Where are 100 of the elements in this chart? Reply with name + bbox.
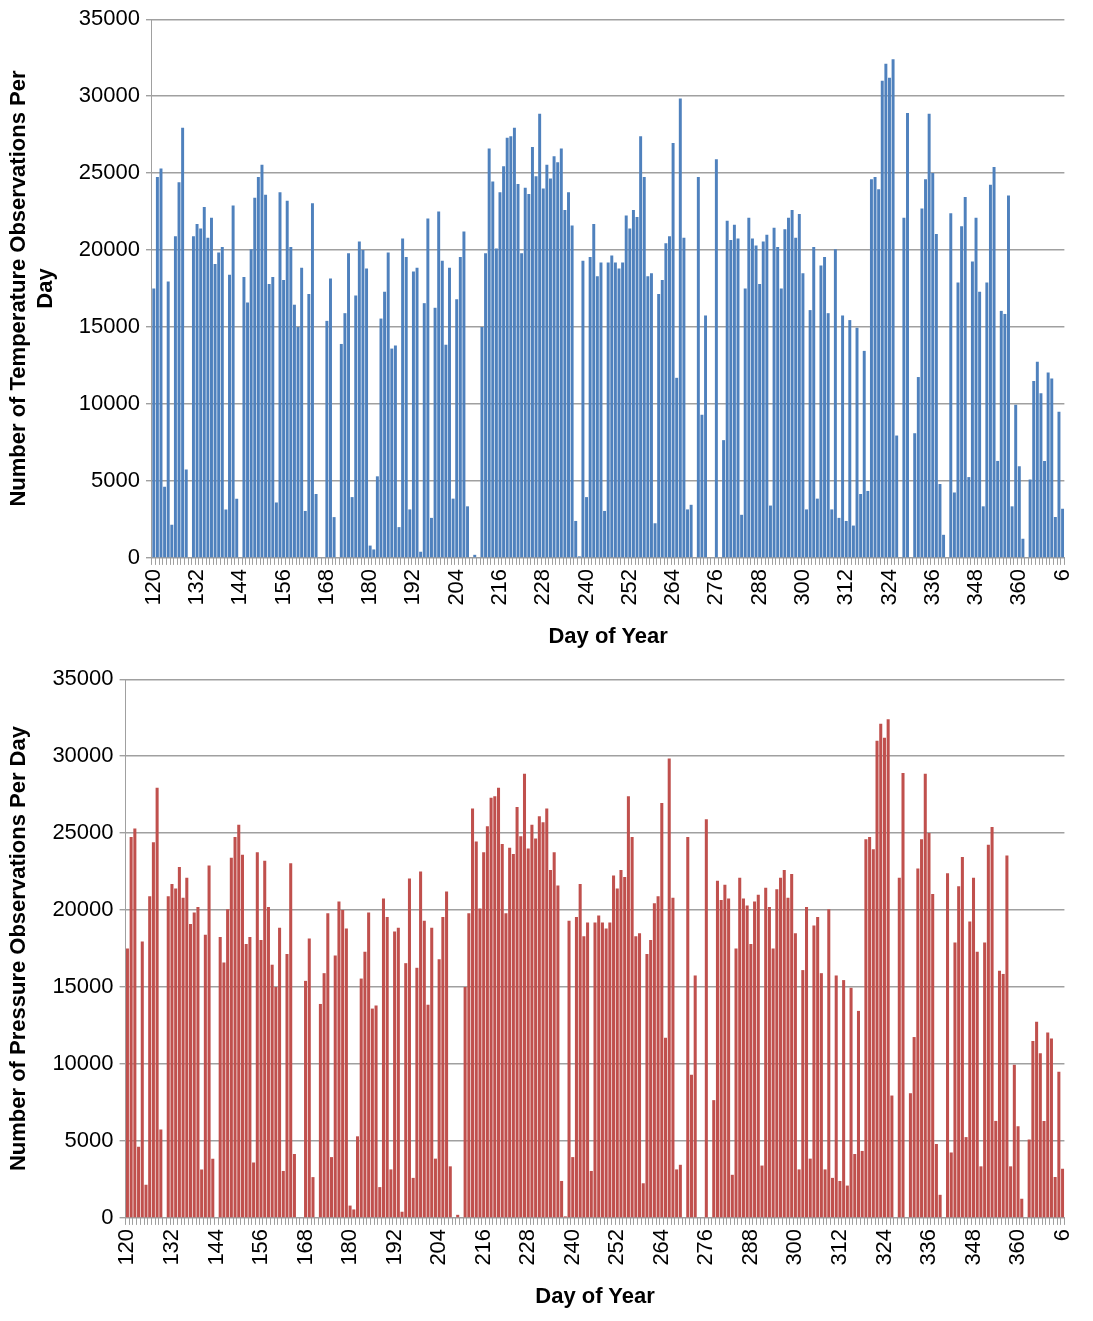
bar (581, 260, 585, 558)
bar (393, 931, 397, 1218)
bar (841, 315, 845, 558)
bar (1005, 855, 1009, 1218)
bar (487, 148, 491, 558)
y-tick-label: 35000 (52, 665, 114, 691)
x-axis-title: Day of Year (535, 1282, 656, 1308)
bar (307, 938, 311, 1218)
x-tick-label: 156 (247, 1228, 273, 1266)
y-axis-title: Number of Pressure Observations Per Day (5, 725, 31, 1172)
bar (263, 860, 267, 1218)
bar (538, 113, 542, 558)
bar (1035, 1021, 1039, 1218)
bar (992, 166, 996, 558)
bar (599, 262, 603, 558)
bar (1046, 372, 1050, 558)
y-tick-label: 25000 (78, 159, 140, 185)
bar (927, 113, 931, 558)
bar (610, 255, 614, 558)
bar (326, 913, 330, 1218)
bar (248, 937, 252, 1218)
x-tick-label: 6 (1048, 1228, 1074, 1242)
bar (471, 808, 475, 1218)
bar (426, 218, 430, 558)
x-tick-label: 216 (469, 1228, 495, 1266)
x-tick-label: 324 (875, 568, 901, 606)
bar (411, 271, 415, 558)
bar (862, 350, 866, 558)
x-tick-label: 276 (702, 568, 728, 606)
bar (884, 63, 888, 558)
y-tick-label: 0 (101, 1203, 114, 1229)
bar (923, 773, 927, 1218)
bar (522, 773, 527, 1218)
bar (530, 824, 534, 1218)
x-tick-label: 216 (486, 568, 512, 606)
y-tick-label: 10000 (78, 390, 140, 416)
x-tick-label: 336 (918, 568, 944, 606)
bar (367, 912, 371, 1218)
bar (639, 136, 643, 558)
bar (974, 217, 978, 558)
y-tick-label: 10000 (52, 1050, 114, 1076)
bar (552, 156, 556, 558)
bar (764, 887, 768, 1218)
bar (772, 227, 776, 558)
bar (505, 137, 509, 558)
bar (218, 937, 222, 1218)
y-tick-label: 0 (127, 543, 140, 569)
bar (185, 877, 189, 1218)
bar (886, 719, 890, 1218)
bar (1057, 1071, 1061, 1218)
bar (545, 808, 549, 1218)
bar (329, 278, 332, 558)
bar (386, 252, 390, 558)
x-tick-label: 6 (1048, 568, 1074, 582)
bar (999, 310, 1003, 558)
x-tick-label: 192 (380, 1228, 406, 1266)
x-tick-label: 348 (959, 1228, 985, 1266)
bar (1007, 195, 1010, 558)
bar (868, 836, 872, 1218)
bar (347, 253, 350, 558)
x-tick-label: 288 (745, 568, 771, 606)
bar (869, 179, 873, 558)
bar (202, 206, 206, 558)
bar (559, 148, 563, 558)
x-tick-label: 252 (615, 568, 641, 606)
bar (597, 915, 601, 1218)
bar (765, 234, 769, 558)
bar (790, 210, 794, 558)
bar (873, 176, 877, 558)
bar (827, 909, 831, 1218)
bar (823, 257, 827, 558)
x-tick-label: 192 (399, 568, 425, 606)
bar (704, 315, 708, 558)
bar (289, 863, 293, 1218)
bar (357, 241, 361, 558)
bar (195, 223, 199, 558)
y-tick-label: 15000 (52, 973, 114, 999)
x-tick-label: 204 (425, 1228, 451, 1266)
x-tick-label: 240 (572, 568, 598, 606)
bar (515, 806, 519, 1218)
bar (530, 146, 534, 558)
bar (671, 143, 675, 558)
bar (747, 217, 751, 558)
bar (337, 901, 341, 1218)
x-tick-label: 240 (558, 1228, 584, 1266)
bar (949, 213, 953, 558)
x-tick-label: 144 (202, 1228, 228, 1266)
x-tick-label: 312 (825, 1228, 851, 1266)
bar (612, 875, 616, 1218)
y-axis-title: Number of Temperature Observations Per Day (5, 70, 57, 507)
bar (255, 852, 259, 1218)
bar (990, 826, 994, 1218)
bar (696, 176, 700, 558)
x-axis-title: Day of Year (548, 622, 669, 648)
bar (196, 906, 200, 1218)
bar (1014, 404, 1018, 558)
x-tick-label: 336 (915, 1228, 941, 1266)
bar (901, 773, 905, 1218)
bar (891, 59, 895, 558)
y-tick-label: 25000 (52, 819, 114, 845)
